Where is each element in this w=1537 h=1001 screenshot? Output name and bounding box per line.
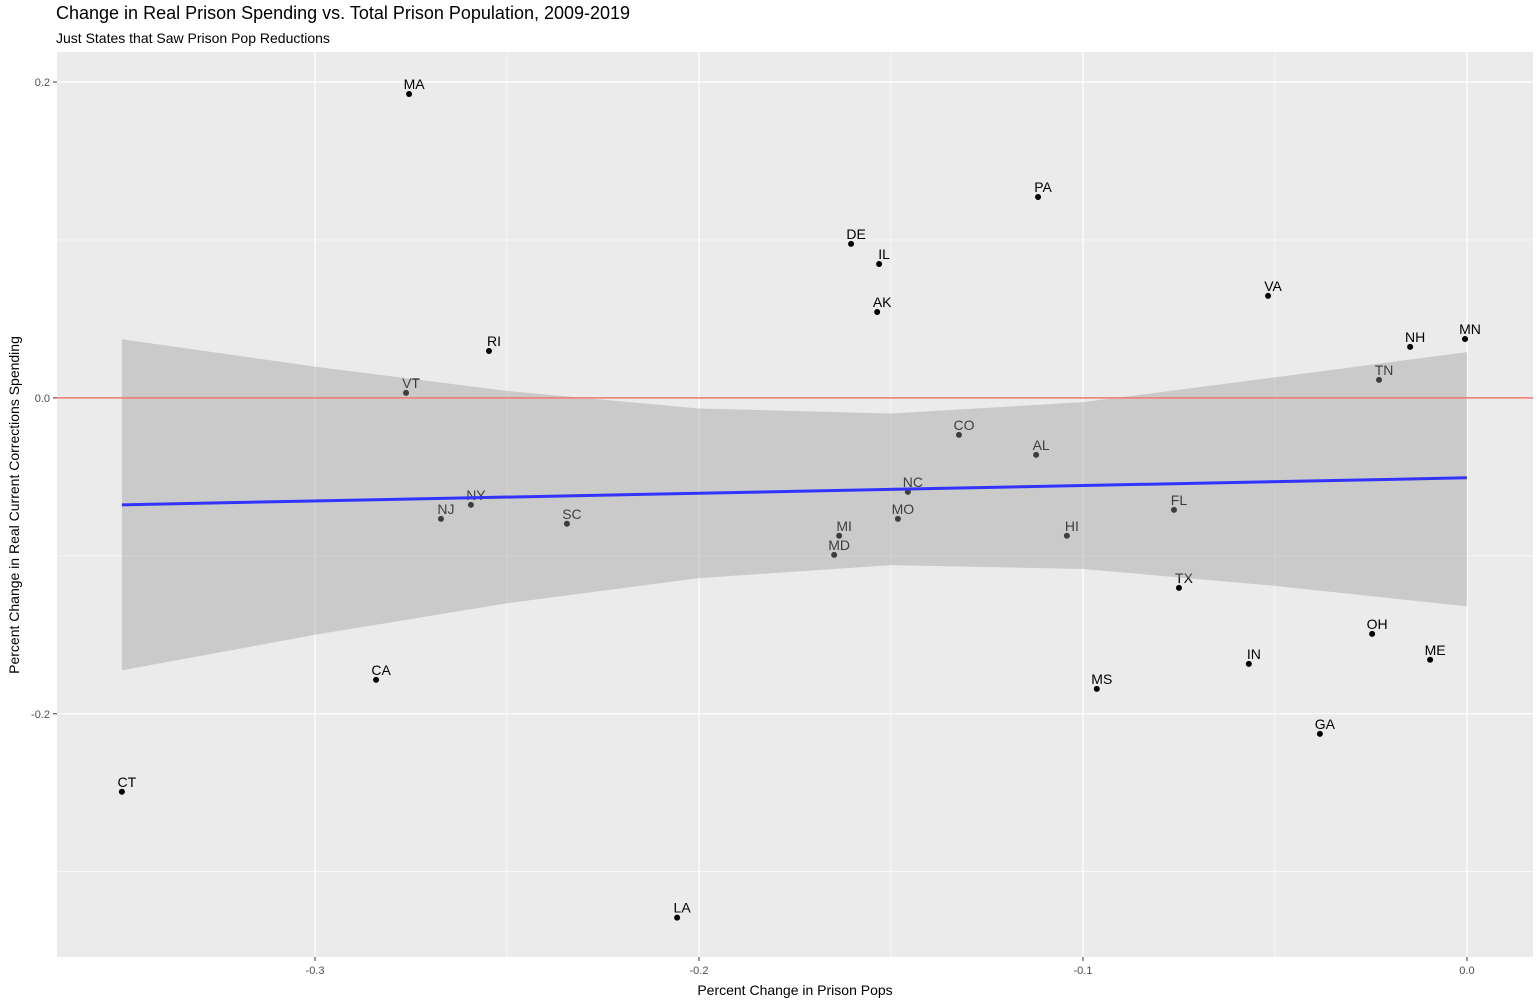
data-point-mi <box>836 532 843 539</box>
y-axis-label: Percent Change in Real Current Correctio… <box>6 336 22 674</box>
data-point-co <box>955 431 962 438</box>
x-tick-label: -0.3 <box>306 965 325 977</box>
point-label-mo: MO <box>892 501 915 517</box>
data-point-mn <box>1462 335 1469 342</box>
data-point-ca <box>373 676 380 683</box>
data-point-mo <box>894 515 901 522</box>
data-point-fl <box>1170 506 1177 513</box>
data-point-sc <box>563 520 570 527</box>
data-point-ms <box>1093 685 1100 692</box>
point-label-ca: CA <box>371 662 391 678</box>
chart-title: Change in Real Prison Spending vs. Total… <box>56 3 630 23</box>
data-point-va <box>1265 292 1272 299</box>
point-label-la: LA <box>674 900 692 916</box>
point-label-mn: MN <box>1459 321 1481 337</box>
data-point-il <box>876 260 883 267</box>
point-label-in: IN <box>1247 646 1261 662</box>
plot-panel <box>57 52 1533 957</box>
data-point-tx <box>1175 584 1182 591</box>
point-label-al: AL <box>1033 437 1050 453</box>
point-label-nc: NC <box>903 474 923 490</box>
data-point-la <box>674 914 681 921</box>
data-point-de <box>848 240 855 247</box>
points-layer <box>118 91 1469 921</box>
point-label-tx: TX <box>1175 570 1194 586</box>
point-label-tn: TN <box>1375 362 1394 378</box>
chart-subtitle: Just States that Saw Prison Pop Reductio… <box>56 30 330 46</box>
data-point-ny <box>467 501 474 508</box>
data-point-ma <box>406 91 413 98</box>
point-label-pa: PA <box>1034 179 1052 195</box>
point-label-va: VA <box>1264 278 1282 294</box>
point-label-de: DE <box>846 226 865 242</box>
point-label-co: CO <box>953 417 974 433</box>
data-point-tn <box>1376 376 1383 383</box>
x-axis-label: Percent Change in Prison Pops <box>697 982 892 998</box>
data-point-me <box>1427 656 1434 663</box>
point-label-nh: NH <box>1405 329 1425 345</box>
point-label-fl: FL <box>1171 492 1188 508</box>
fit-layer <box>121 339 1467 671</box>
point-label-il: IL <box>878 246 890 262</box>
data-point-pa <box>1035 193 1042 200</box>
y-tick-label: -0.2 <box>31 709 50 721</box>
confidence-band <box>121 339 1467 671</box>
data-point-md <box>831 551 838 558</box>
data-point-vt <box>403 389 410 396</box>
point-label-me: ME <box>1425 642 1446 658</box>
point-label-md: MD <box>828 537 850 553</box>
y-tick-label: 0.0 <box>35 393 50 405</box>
data-point-oh <box>1369 630 1376 637</box>
data-point-ct <box>118 788 125 795</box>
axes: -0.3 -0.2 -0.1 0.0 -0.2 0.0 0.2 <box>31 77 1475 977</box>
data-point-nh <box>1407 343 1414 350</box>
point-label-ak: AK <box>873 294 892 310</box>
x-tick-label: -0.1 <box>1073 965 1092 977</box>
data-point-ak <box>874 308 881 315</box>
point-label-sc: SC <box>562 506 581 522</box>
point-label-mi: MI <box>836 518 852 534</box>
point-label-hi: HI <box>1065 518 1079 534</box>
y-tick-label: 0.2 <box>35 77 50 89</box>
x-tick-label: 0.0 <box>1459 965 1474 977</box>
point-label-nj: NJ <box>437 501 454 517</box>
point-label-ma: MA <box>404 76 426 92</box>
data-point-in <box>1245 660 1252 667</box>
point-label-ri: RI <box>487 333 501 349</box>
data-point-nj <box>437 515 444 522</box>
data-point-hi <box>1063 532 1070 539</box>
data-point-ri <box>485 347 492 354</box>
regression-line <box>121 476 1467 507</box>
point-label-oh: OH <box>1367 616 1388 632</box>
point-label-vt: VT <box>402 375 420 391</box>
data-point-al <box>1033 451 1040 458</box>
point-label-ms: MS <box>1091 671 1112 687</box>
x-tick-label: -0.2 <box>690 965 709 977</box>
point-label-ct: CT <box>118 774 137 790</box>
data-point-ga <box>1316 730 1323 737</box>
point-label-ga: GA <box>1315 716 1336 732</box>
